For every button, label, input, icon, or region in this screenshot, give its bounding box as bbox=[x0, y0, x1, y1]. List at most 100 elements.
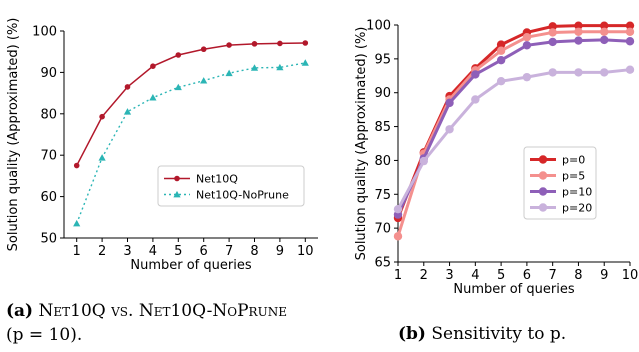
series-p=10 bbox=[393, 35, 635, 219]
data-point bbox=[174, 83, 182, 91]
data-point bbox=[600, 21, 609, 30]
data-point bbox=[276, 63, 284, 71]
data-point bbox=[393, 204, 403, 214]
x-tick-label: 9 bbox=[276, 244, 284, 259]
series-line bbox=[396, 68, 631, 210]
data-point bbox=[393, 232, 403, 241]
x-tick-label: 3 bbox=[123, 244, 131, 259]
data-point bbox=[548, 37, 557, 47]
caption-b: (b) Sensitivity to p. bbox=[398, 322, 628, 346]
legend-label: p=0 bbox=[562, 154, 585, 167]
x-tick-label: 9 bbox=[600, 268, 608, 283]
x-tick-label: 8 bbox=[574, 268, 582, 283]
x-tick-label: 1 bbox=[73, 244, 81, 259]
series-line bbox=[76, 62, 306, 224]
data-point bbox=[574, 27, 583, 36]
y-tick-label: 80 bbox=[40, 107, 57, 122]
y-tick-label: 85 bbox=[374, 120, 391, 135]
x-tick-label: 7 bbox=[549, 268, 557, 283]
data-point bbox=[471, 95, 480, 104]
legend-label: p=20 bbox=[562, 202, 592, 215]
data-point bbox=[225, 69, 233, 77]
caption-a: (a) Net10Q vs. Net10Q-NoPrune (p = 10). bbox=[6, 299, 336, 347]
caption-b-label: (b) bbox=[398, 324, 426, 344]
legend-label: p=10 bbox=[562, 186, 592, 199]
data-point bbox=[625, 27, 635, 36]
data-point bbox=[625, 65, 635, 74]
y-axis-label: Solution quality (Approximated) (%) bbox=[6, 18, 21, 252]
data-point bbox=[251, 41, 258, 47]
series-p=5 bbox=[393, 27, 635, 241]
data-point bbox=[99, 113, 105, 120]
data-point bbox=[73, 162, 80, 169]
x-tick-label: 7 bbox=[225, 244, 233, 259]
legend-marker bbox=[173, 190, 181, 198]
y-tick-label: 90 bbox=[374, 86, 391, 101]
data-point bbox=[98, 154, 106, 161]
data-point bbox=[250, 64, 259, 71]
series-net10q-noprune bbox=[73, 59, 309, 227]
data-point bbox=[574, 68, 583, 77]
data-point bbox=[496, 46, 506, 55]
series-line bbox=[76, 42, 306, 166]
data-point bbox=[226, 42, 232, 48]
data-point bbox=[600, 68, 609, 77]
legend-label: Net10Q bbox=[196, 173, 238, 186]
legend-marker bbox=[538, 171, 548, 180]
data-point bbox=[301, 59, 309, 66]
data-point bbox=[149, 94, 157, 101]
x-tick-label: 10 bbox=[622, 268, 639, 283]
data-point bbox=[471, 70, 480, 79]
data-point bbox=[175, 52, 182, 58]
y-tick-label: 70 bbox=[40, 149, 57, 164]
series-line bbox=[396, 38, 631, 216]
data-point bbox=[625, 37, 635, 46]
series-net10q bbox=[73, 40, 309, 169]
x-tick-label: 4 bbox=[471, 268, 479, 283]
y-tick-label: 100 bbox=[366, 19, 391, 34]
legend-marker bbox=[538, 155, 548, 164]
legend: p=0 p=5 p=10 p=20 bbox=[523, 146, 597, 220]
data-point bbox=[445, 98, 454, 108]
caption-a-label: (a) bbox=[6, 301, 34, 321]
caption-b-text: Sensitivity to p. bbox=[431, 324, 567, 344]
data-point bbox=[548, 22, 557, 31]
x-tick-label: 6 bbox=[523, 268, 531, 283]
data-point bbox=[548, 68, 557, 77]
legend-box bbox=[157, 165, 305, 207]
data-point bbox=[496, 77, 506, 86]
data-point bbox=[522, 72, 532, 82]
x-tick-label: 5 bbox=[174, 244, 182, 259]
data-point bbox=[124, 84, 131, 90]
y-axis-label: Solution quality (Approximated) (%) bbox=[354, 27, 369, 261]
data-point bbox=[200, 77, 208, 84]
data-point bbox=[574, 36, 583, 45]
x-tick-label: 10 bbox=[297, 244, 314, 259]
y-tick-label: 95 bbox=[374, 52, 391, 67]
data-point bbox=[548, 28, 557, 37]
x-tick-label: 8 bbox=[250, 244, 258, 259]
x-tick-label: 5 bbox=[497, 268, 505, 283]
legend-label: p=5 bbox=[562, 170, 585, 183]
data-point bbox=[419, 156, 428, 166]
y-tick-label: 70 bbox=[374, 222, 391, 237]
data-point bbox=[445, 125, 454, 134]
x-tick-label: 6 bbox=[200, 244, 208, 259]
chart-a: 50 60 70 80 90 100 1 2 3 4 5 6 7 8 9 10 Number of querie… bbox=[6, 18, 318, 273]
chart-b: 65 70 75 80 85 90 95 100 1 2 3 4 5 6 7 8 9 10 Number of qu… bbox=[354, 19, 638, 298]
data-point bbox=[496, 40, 506, 49]
x-tick-label: 4 bbox=[149, 244, 157, 259]
data-point bbox=[73, 219, 81, 227]
x-axis-label: Number of queries bbox=[130, 258, 251, 273]
x-tick-label: 1 bbox=[394, 268, 402, 283]
legend-label: Net10Q-NoPrune bbox=[196, 189, 289, 202]
data-point bbox=[302, 40, 309, 46]
legend-marker bbox=[538, 203, 548, 212]
series-p=20 bbox=[393, 65, 635, 214]
caption-a-text2: (p = 10). bbox=[6, 325, 83, 345]
data-point bbox=[522, 41, 532, 50]
legend-marker bbox=[538, 187, 548, 196]
data-point bbox=[625, 21, 635, 30]
data-point bbox=[150, 63, 156, 69]
